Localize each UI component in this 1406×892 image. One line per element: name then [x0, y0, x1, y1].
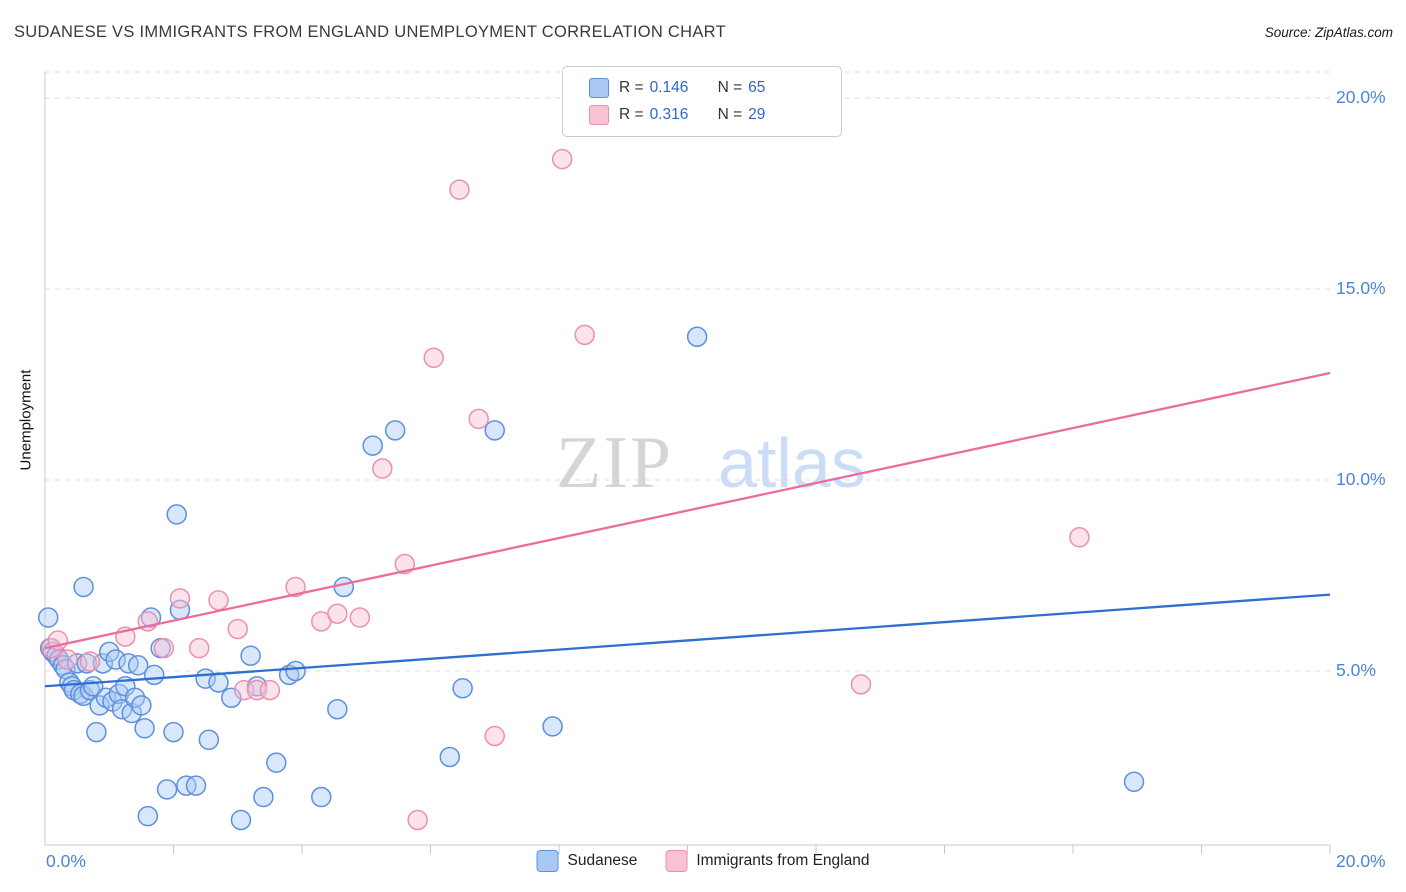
n-label: N = [717, 79, 743, 96]
england-swatch-icon [589, 105, 609, 125]
england-legend-swatch-icon [665, 850, 688, 872]
x-tick-20: 20.0% [1336, 851, 1386, 871]
n-label: N = [717, 106, 743, 123]
source-attribution: Source: ZipAtlas.com [1264, 25, 1393, 40]
y-tick-5: 5.0% [1336, 660, 1376, 680]
r-value: 0.146 [649, 79, 689, 96]
legend-item-sudanese: Sudanese [536, 850, 638, 872]
y-tick-10: 10.0% [1336, 469, 1386, 489]
x-tick-0: 0.0% [46, 851, 86, 871]
n-value: 29 [748, 106, 766, 123]
sudanese-legend-swatch-icon [536, 850, 559, 872]
r-value: 0.316 [649, 106, 689, 123]
r-label: R = [619, 79, 644, 96]
y-tick-20: 20.0% [1336, 87, 1386, 107]
sudanese-legend-label: Sudanese [567, 852, 638, 869]
legend-item-england: Immigrants from England [665, 850, 869, 872]
correlation-legend-box: R = 0.146 N = 65 R = 0.316 N = 29 [562, 66, 842, 137]
legend-row-england: R = 0.316 N = 29 [589, 105, 841, 125]
page-title: SUDANESE VS IMMIGRANTS FROM ENGLAND UNEM… [14, 23, 726, 41]
y-tick-15: 15.0% [1336, 278, 1386, 298]
svg-text:ZIP: ZIP [556, 422, 673, 504]
svg-text:atlas: atlas [718, 424, 866, 502]
england-legend-label: Immigrants from England [696, 852, 870, 869]
n-value: 65 [748, 79, 766, 96]
r-label: R = [619, 106, 644, 123]
sudanese-swatch-icon [589, 78, 609, 98]
legend-row-sudanese: R = 0.146 N = 65 [589, 78, 841, 98]
series-legend: Sudanese Immigrants from England [536, 850, 869, 872]
